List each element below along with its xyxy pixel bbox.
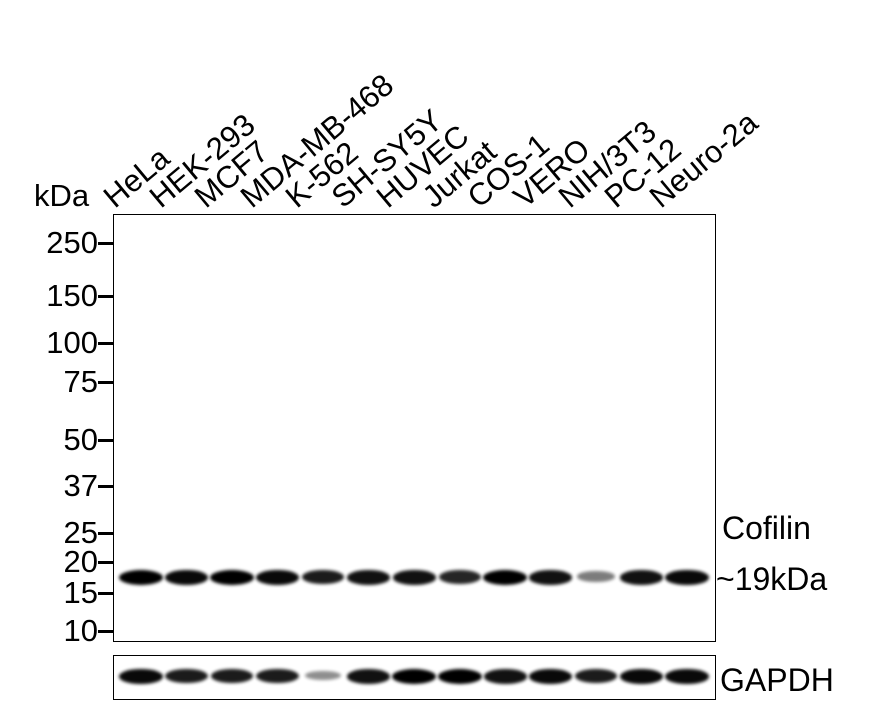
marker-tick bbox=[98, 439, 113, 442]
marker-label: 15 bbox=[63, 575, 98, 610]
marker-tick bbox=[98, 381, 113, 384]
cofilin-band bbox=[577, 571, 615, 582]
gapdh-blot-panel bbox=[113, 655, 716, 700]
cofilin-band bbox=[392, 570, 436, 585]
cofilin-band bbox=[483, 570, 527, 585]
cofilin-band bbox=[119, 570, 163, 585]
cofilin-band bbox=[301, 570, 345, 585]
marker-tick bbox=[98, 592, 113, 595]
gapdh-band bbox=[528, 669, 573, 684]
gapdh-band bbox=[256, 669, 299, 684]
gapdh-band bbox=[483, 669, 527, 684]
marker-label: 150 bbox=[46, 278, 98, 313]
marker-tick bbox=[98, 532, 113, 535]
marker-label: 25 bbox=[63, 515, 98, 550]
cofilin-band bbox=[210, 570, 254, 585]
cofilin-band bbox=[164, 570, 209, 585]
marker-label: 37 bbox=[63, 468, 98, 503]
marker-tick bbox=[98, 342, 113, 345]
cofilin-band bbox=[255, 570, 300, 585]
loading-control-label: GAPDH bbox=[720, 662, 834, 698]
gapdh-band bbox=[574, 669, 618, 684]
gapdh-band bbox=[210, 669, 254, 684]
cofilin-band bbox=[620, 570, 663, 585]
cofilin-band bbox=[665, 570, 709, 585]
gapdh-band bbox=[304, 670, 342, 681]
gapdh-band bbox=[392, 669, 436, 684]
target-protein-label: Cofilin bbox=[722, 510, 811, 546]
gapdh-band bbox=[619, 669, 664, 684]
marker-tick bbox=[98, 630, 113, 633]
marker-tick bbox=[98, 242, 113, 245]
marker-label: 10 bbox=[63, 613, 98, 648]
cofilin-band bbox=[529, 570, 572, 585]
cofilin-band bbox=[347, 570, 390, 585]
marker-tick bbox=[98, 561, 113, 564]
marker-tick bbox=[98, 485, 113, 488]
target-size-label: ~19kDa bbox=[716, 561, 828, 597]
gapdh-band bbox=[437, 669, 482, 684]
gapdh-band bbox=[119, 669, 163, 684]
marker-label: 75 bbox=[63, 364, 98, 399]
cofilin-band bbox=[438, 570, 481, 585]
marker-label: 250 bbox=[46, 225, 98, 260]
marker-label: 100 bbox=[46, 325, 98, 360]
gapdh-band bbox=[347, 669, 390, 684]
marker-tick bbox=[98, 295, 113, 298]
gapdh-band bbox=[165, 669, 208, 684]
marker-label: 50 bbox=[63, 422, 98, 457]
main-blot-panel bbox=[113, 214, 716, 642]
kda-unit-label: kDa bbox=[34, 178, 90, 213]
marker-label: 20 bbox=[63, 544, 98, 579]
gapdh-band bbox=[665, 669, 709, 684]
